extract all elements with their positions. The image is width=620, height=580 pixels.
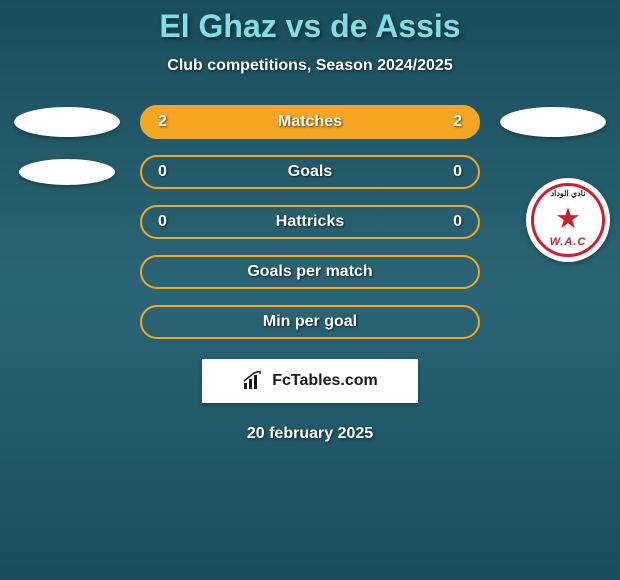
club-badge-container: نادي الوداد W.A.C — [526, 178, 610, 262]
player-pill-left — [14, 107, 120, 137]
stat-bar: Goals per match — [140, 255, 480, 289]
left-slot — [12, 303, 122, 341]
club-badge-inner: نادي الوداد W.A.C — [531, 183, 605, 257]
stat-bar: 0 Goals 0 — [140, 155, 480, 189]
club-badge: نادي الوداد W.A.C — [526, 178, 610, 262]
left-slot — [12, 203, 122, 241]
stat-left-value: 2 — [158, 113, 178, 131]
stat-left-value: 0 — [158, 213, 178, 231]
attribution-text: FcTables.com — [272, 372, 378, 390]
stat-label: Min per goal — [263, 313, 357, 331]
badge-bottom-text: W.A.C — [550, 236, 587, 248]
stat-row-mpg: Min per goal — [0, 303, 620, 341]
stat-row-matches: 2 Matches 2 — [0, 103, 620, 141]
badge-top-text: نادي الوداد — [551, 189, 586, 198]
stat-bar: 2 Matches 2 — [140, 105, 480, 139]
stat-bar: Min per goal — [140, 305, 480, 339]
right-slot — [498, 103, 608, 141]
page-title: El Ghaz vs de Assis — [0, 8, 620, 45]
stat-label: Hattricks — [276, 213, 344, 231]
stat-right-value: 0 — [442, 163, 462, 181]
stat-right-value: 2 — [442, 113, 462, 131]
stat-left-value: 0 — [158, 163, 178, 181]
date-text: 20 february 2025 — [0, 425, 620, 443]
stat-label: Matches — [278, 113, 342, 131]
subtitle: Club competitions, Season 2024/2025 — [0, 57, 620, 75]
right-slot — [498, 303, 608, 341]
left-slot — [12, 103, 122, 141]
attribution-box[interactable]: FcTables.com — [202, 359, 418, 403]
left-slot — [12, 153, 122, 191]
player-pill-left-small — [19, 159, 115, 185]
left-slot — [12, 253, 122, 291]
player-pill-right — [500, 107, 606, 137]
chart-icon — [242, 371, 266, 391]
star-icon — [555, 205, 581, 231]
comparison-card: El Ghaz vs de Assis Club competitions, S… — [0, 0, 620, 443]
stat-label: Goals per match — [247, 263, 372, 281]
stat-bar: 0 Hattricks 0 — [140, 205, 480, 239]
stat-label: Goals — [288, 163, 332, 181]
stat-right-value: 0 — [442, 213, 462, 231]
